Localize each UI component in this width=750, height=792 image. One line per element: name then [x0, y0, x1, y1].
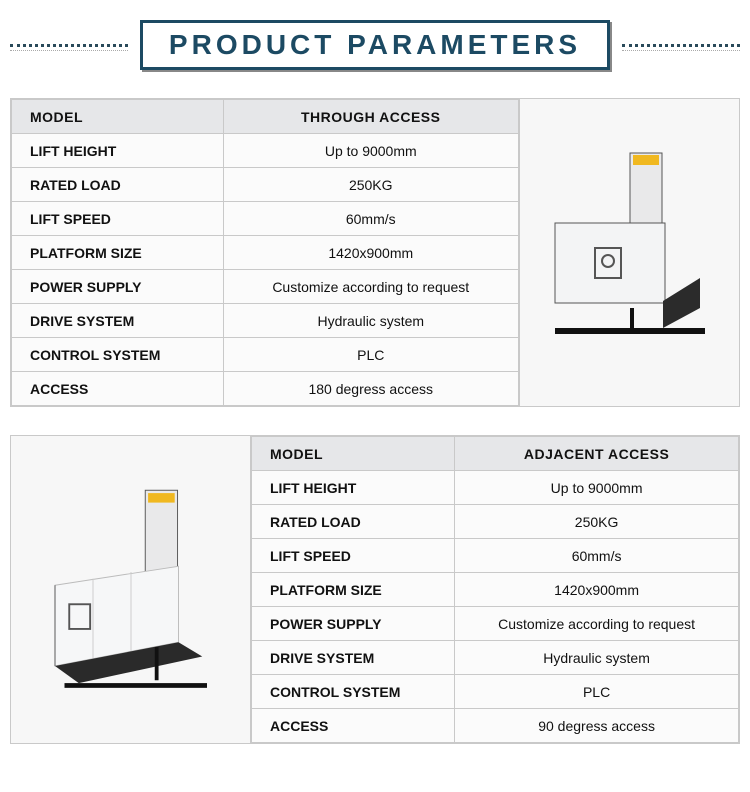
spec-value: Customize according to request [455, 607, 739, 641]
header-value: ADJACENT ACCESS [455, 437, 739, 471]
spec-table-2-wrap: MODEL ADJACENT ACCESS LIFT HEIGHTUp to 9… [251, 436, 739, 743]
spec-value: Up to 9000mm [455, 471, 739, 505]
table-row: LIFT HEIGHTUp to 9000mm [12, 134, 519, 168]
panel-through-access: MODEL THROUGH ACCESS LIFT HEIGHTUp to 90… [10, 98, 740, 407]
table-row: LIFT HEIGHTUp to 9000mm [252, 471, 739, 505]
table-row: LIFT SPEED60mm/s [252, 539, 739, 573]
table-row: LIFT SPEED60mm/s [12, 202, 519, 236]
table-row: CONTROL SYSTEMPLC [252, 675, 739, 709]
header-value: THROUGH ACCESS [223, 100, 518, 134]
spec-value: Hydraulic system [223, 304, 518, 338]
decor-line-left [10, 44, 128, 47]
table-row: POWER SUPPLYCustomize according to reque… [12, 270, 519, 304]
spec-table-1-wrap: MODEL THROUGH ACCESS LIFT HEIGHTUp to 90… [11, 99, 519, 406]
spec-label: LIFT SPEED [252, 539, 455, 573]
page-title: PRODUCT PARAMETERS [169, 29, 581, 60]
table-row: ACCESS180 degress access [12, 372, 519, 406]
spec-value: 180 degress access [223, 372, 518, 406]
table-row: DRIVE SYSTEMHydraulic system [252, 641, 739, 675]
spec-value: 250KG [223, 168, 518, 202]
spec-label: LIFT SPEED [12, 202, 224, 236]
spec-value: Up to 9000mm [223, 134, 518, 168]
header-label: MODEL [252, 437, 455, 471]
title-row: PRODUCT PARAMETERS [10, 20, 740, 70]
spec-label: DRIVE SYSTEM [12, 304, 224, 338]
spec-label: ACCESS [12, 372, 224, 406]
spec-value: Customize according to request [223, 270, 518, 304]
spec-value: PLC [223, 338, 518, 372]
spec-label: LIFT HEIGHT [12, 134, 224, 168]
spec-value: 60mm/s [455, 539, 739, 573]
spec-label: ACCESS [252, 709, 455, 743]
panel-adjacent-access: MODEL ADJACENT ACCESS LIFT HEIGHTUp to 9… [10, 435, 740, 744]
header-label: MODEL [12, 100, 224, 134]
table-row: MODEL ADJACENT ACCESS [252, 437, 739, 471]
spec-value: Hydraulic system [455, 641, 739, 675]
spec-value: 90 degress access [455, 709, 739, 743]
spec-label: POWER SUPPLY [12, 270, 224, 304]
table-row: RATED LOAD250KG [12, 168, 519, 202]
spec-value: PLC [455, 675, 739, 709]
table-row: ACCESS90 degress access [252, 709, 739, 743]
spec-value: 60mm/s [223, 202, 518, 236]
table-row: DRIVE SYSTEMHydraulic system [12, 304, 519, 338]
table-row: MODEL THROUGH ACCESS [12, 100, 519, 134]
spec-label: POWER SUPPLY [252, 607, 455, 641]
table-row: POWER SUPPLYCustomize according to reque… [252, 607, 739, 641]
product-image-through [519, 99, 739, 406]
lift-adjacent-icon [36, 470, 226, 710]
table-row: CONTROL SYSTEMPLC [12, 338, 519, 372]
spec-label: RATED LOAD [12, 168, 224, 202]
spec-value: 1420x900mm [455, 573, 739, 607]
spec-label: CONTROL SYSTEM [12, 338, 224, 372]
table-row: RATED LOAD250KG [252, 505, 739, 539]
product-image-adjacent [11, 436, 251, 743]
table-row: PLATFORM SIZE1420x900mm [252, 573, 739, 607]
spec-label: PLATFORM SIZE [12, 236, 224, 270]
decor-line-right [622, 44, 740, 47]
spec-label: CONTROL SYSTEM [252, 675, 455, 709]
spec-label: RATED LOAD [252, 505, 455, 539]
spec-label: LIFT HEIGHT [252, 471, 455, 505]
spec-label: DRIVE SYSTEM [252, 641, 455, 675]
table-row: PLATFORM SIZE1420x900mm [12, 236, 519, 270]
title-box: PRODUCT PARAMETERS [140, 20, 610, 70]
spec-table-2: MODEL ADJACENT ACCESS LIFT HEIGHTUp to 9… [251, 436, 739, 743]
spec-label: PLATFORM SIZE [252, 573, 455, 607]
spec-table-1: MODEL THROUGH ACCESS LIFT HEIGHTUp to 90… [11, 99, 519, 406]
lift-through-icon [535, 133, 725, 373]
spec-value: 1420x900mm [223, 236, 518, 270]
spec-value: 250KG [455, 505, 739, 539]
